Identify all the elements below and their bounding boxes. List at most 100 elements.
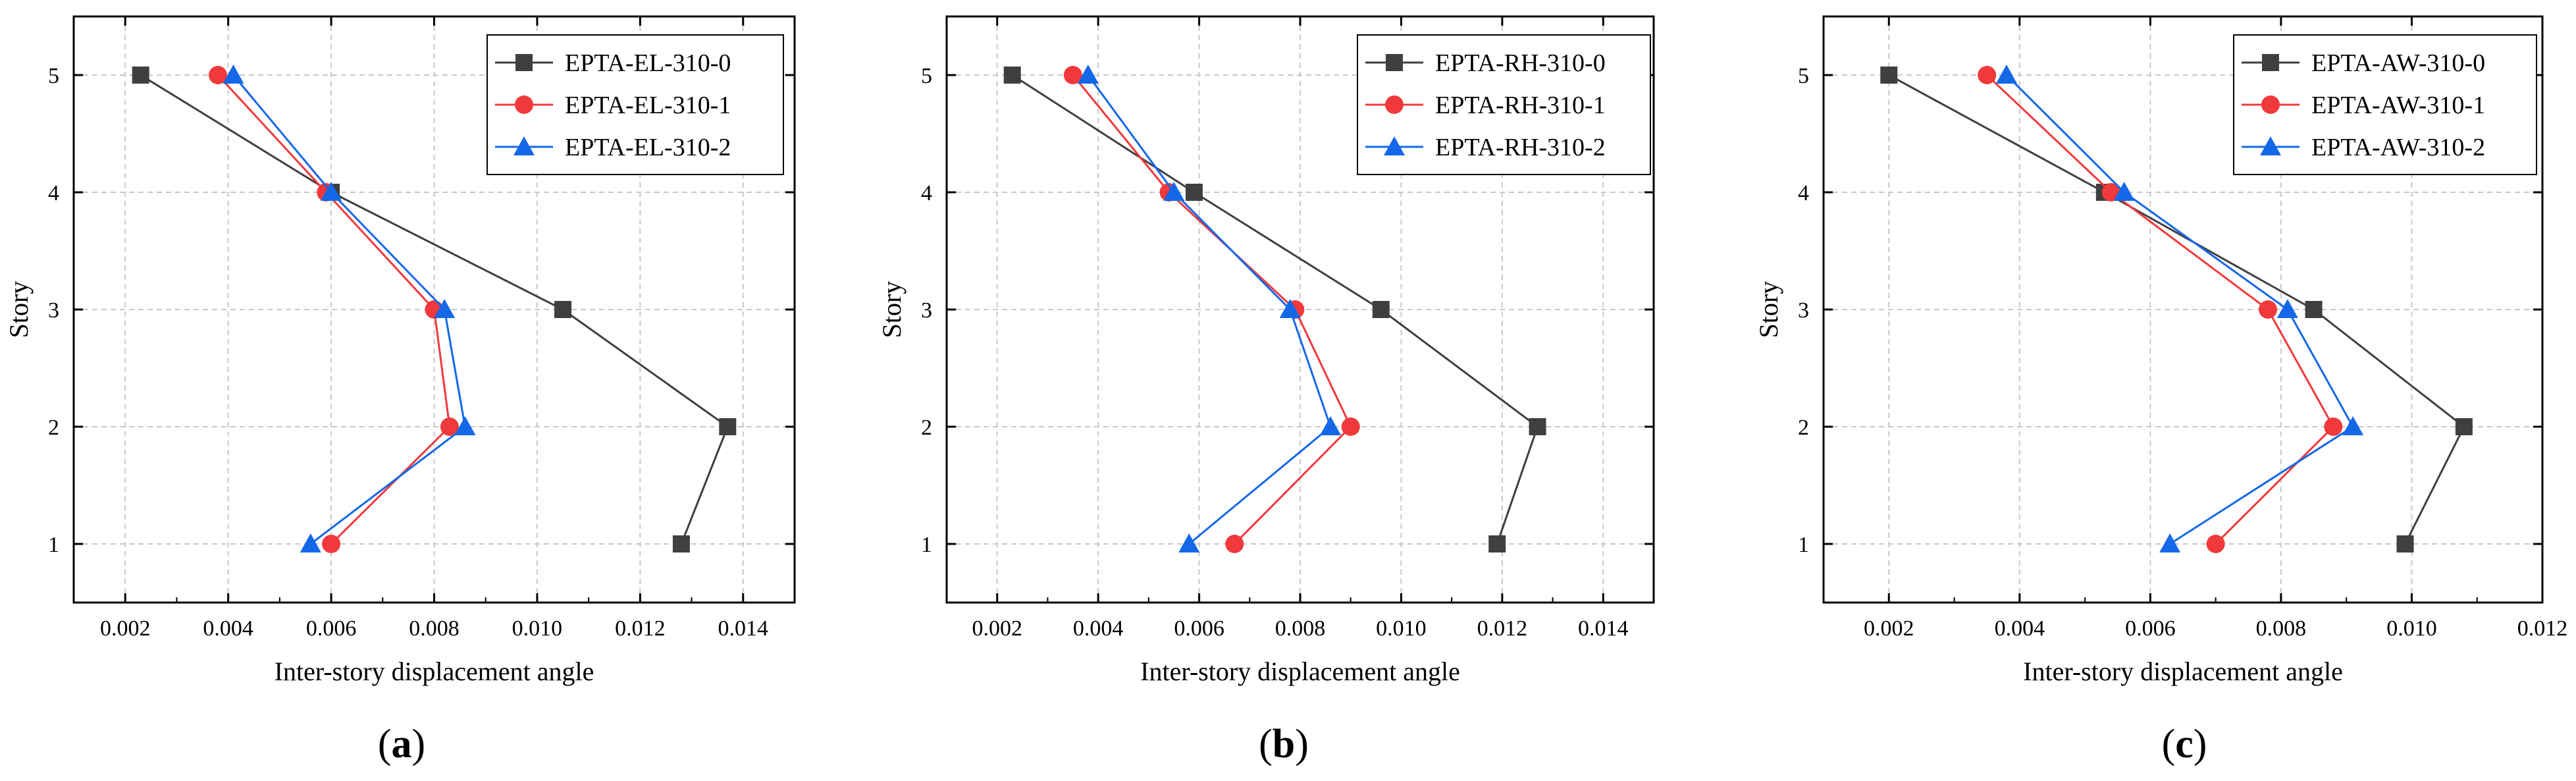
y-tick-label: 2 (1798, 416, 1809, 440)
x-axis-label: Inter-story displacement angle (275, 657, 594, 686)
data-point-epta-rh-310-2 (1178, 533, 1200, 552)
data-point-epta-el-310-1 (440, 417, 459, 436)
data-point-epta-rh-310-1 (1063, 66, 1082, 84)
data-point-epta-rh-310-0 (1372, 301, 1390, 318)
data-point-epta-aw-310-0 (2455, 418, 2473, 435)
y-tick-label: 5 (921, 64, 932, 88)
y-tick-label: 3 (48, 298, 59, 323)
panel-label: (b) (1259, 722, 1309, 767)
x-tick-label: 0.002 (1864, 616, 1914, 641)
legend: EPTA-AW-310-0 EPTA-AW-310-1 EPTA-AW-310-2 (2233, 34, 2537, 175)
data-point-epta-el-310-2 (454, 416, 476, 435)
data-point-epta-rh-310-2 (1077, 65, 1099, 84)
data-point-epta-rh-310-0 (1529, 418, 1546, 435)
panel-label-letter: b (1273, 722, 1295, 767)
legend-label: EPTA-EL-310-2 (565, 134, 731, 161)
data-point-epta-aw-310-2 (2159, 533, 2181, 552)
x-axis-label: Inter-story displacement angle (2023, 657, 2343, 686)
legend: EPTA-EL-310-0 EPTA-EL-310-1 EPTA-EL-310-2 (486, 34, 784, 175)
y-tick-label: 1 (48, 533, 59, 557)
legend: EPTA-RH-310-0 EPTA-RH-310-1 EPTA-RH-310-2 (1357, 34, 1651, 175)
y-tick-label: 5 (1798, 64, 1809, 88)
x-tick-label: 0.002 (100, 616, 151, 641)
x-tick-label: 0.010 (512, 616, 563, 641)
data-point-epta-el-310-1 (209, 66, 227, 84)
data-point-epta-el-310-0 (719, 418, 737, 435)
x-tick-label: 0.008 (1275, 616, 1326, 641)
x-tick-label: 0.008 (409, 616, 460, 641)
data-point-epta-rh-310-1 (1225, 535, 1244, 553)
legend-label: EPTA-RH-310-0 (1435, 49, 1606, 77)
panel-label-letter: c (2175, 722, 2194, 767)
y-tick-label: 4 (1798, 181, 1809, 205)
x-tick-label: 0.012 (2517, 616, 2568, 641)
x-tick-label: 0.010 (1376, 616, 1427, 641)
legend-marker (515, 95, 533, 114)
x-tick-label: 0.006 (1174, 616, 1224, 641)
chart-panel-c: 0.002 0.004 0.006 0.008 0.010 0.012 1 2 3 4 5 Inter… (1754, 15, 2568, 767)
chart-panel-b: 0.002 0.004 0.006 0.008 0.010 0.012 0.014 1 2 3 4 5… (877, 15, 1655, 767)
x-tick-label: 0.002 (972, 616, 1022, 641)
y-tick-label: 3 (1798, 298, 1809, 323)
x-tick-label: 0.014 (1578, 616, 1629, 641)
data-point-epta-rh-310-1 (1341, 417, 1360, 436)
legend-label: EPTA-AW-310-2 (2311, 134, 2485, 161)
data-point-epta-aw-310-2 (1995, 65, 2017, 84)
data-point-epta-aw-310-2 (2113, 182, 2135, 201)
data-point-epta-el-310-0 (672, 535, 690, 552)
data-point-epta-aw-310-1 (1978, 66, 1997, 84)
data-point-epta-aw-310-1 (2206, 535, 2225, 553)
data-point-epta-rh-310-0 (1488, 535, 1506, 552)
y-axis-label: Story (877, 281, 907, 338)
data-point-epta-rh-310-0 (1185, 184, 1203, 201)
panel-label-letter: a (392, 722, 412, 767)
x-tick-label: 0.010 (2386, 616, 2437, 641)
data-point-epta-aw-310-1 (2324, 417, 2343, 436)
x-tick-label: 0.008 (2256, 616, 2307, 641)
y-tick-label: 2 (48, 416, 59, 440)
data-point-epta-el-310-2 (321, 182, 342, 201)
x-tick-label: 0.006 (306, 616, 357, 641)
x-tick-label: 0.004 (203, 616, 253, 641)
legend-marker (1386, 54, 1403, 71)
legend-marker (2260, 136, 2281, 155)
legend-marker (2262, 54, 2279, 71)
legend-marker (1385, 95, 1404, 114)
y-tick-label: 4 (48, 181, 59, 205)
legend-marker (1384, 136, 1405, 155)
y-tick-label: 3 (921, 298, 932, 323)
legend-marker (515, 54, 533, 71)
legend-marker (513, 136, 535, 155)
x-tick-label: 0.004 (1073, 616, 1124, 641)
x-tick-label: 0.006 (2125, 616, 2176, 641)
data-point-epta-el-310-2 (223, 65, 244, 84)
x-tick-label: 0.004 (1995, 616, 2045, 641)
data-point-epta-rh-310-2 (1279, 299, 1301, 318)
data-point-epta-aw-310-0 (2396, 535, 2414, 552)
y-tick-label: 5 (48, 64, 59, 88)
data-point-epta-el-310-2 (434, 299, 456, 318)
y-tick-label: 4 (921, 181, 932, 205)
data-point-epta-aw-310-2 (2276, 299, 2298, 318)
y-axis-label: Story (1754, 281, 1783, 338)
data-point-epta-rh-310-2 (1163, 182, 1185, 201)
data-point-epta-rh-310-2 (1320, 416, 1342, 435)
x-axis-label: Inter-story displacement angle (1140, 657, 1460, 686)
data-point-epta-el-310-2 (300, 533, 321, 552)
legend-label: EPTA-RH-310-2 (1435, 134, 1606, 161)
legend-marker (2261, 95, 2280, 114)
legend-label: EPTA-RH-310-1 (1435, 92, 1606, 119)
y-axis-label: Story (4, 281, 34, 338)
legend-label: EPTA-AW-310-1 (2311, 92, 2485, 119)
panel-label: (c) (2162, 722, 2207, 767)
y-tick-label: 2 (921, 416, 932, 440)
data-point-epta-aw-310-1 (2259, 300, 2278, 319)
data-point-epta-rh-310-0 (1003, 67, 1021, 84)
legend-label: EPTA-EL-310-0 (565, 49, 731, 77)
data-point-epta-aw-310-2 (2342, 416, 2364, 435)
data-point-epta-el-310-0 (554, 301, 572, 318)
x-tick-label: 0.014 (718, 616, 769, 641)
legend-label: EPTA-EL-310-1 (565, 92, 731, 119)
